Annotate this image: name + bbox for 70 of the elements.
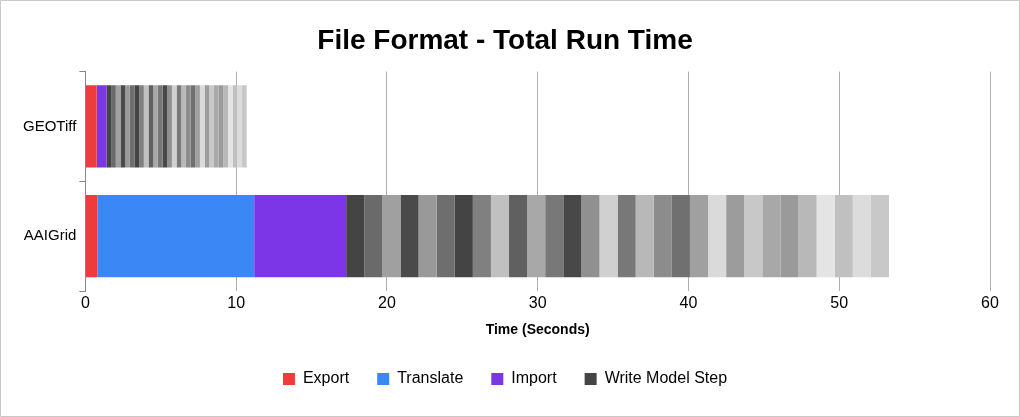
bar bbox=[689, 195, 709, 278]
bar bbox=[167, 85, 172, 168]
bar bbox=[382, 195, 401, 278]
bar bbox=[635, 195, 654, 278]
x-tick-label: 30 bbox=[528, 294, 547, 312]
bar bbox=[436, 195, 455, 278]
bar bbox=[798, 195, 817, 278]
bar bbox=[364, 195, 383, 278]
bar bbox=[85, 85, 97, 168]
bar bbox=[545, 195, 564, 278]
bar bbox=[870, 195, 889, 278]
bar bbox=[563, 195, 582, 278]
bar bbox=[106, 85, 112, 168]
x-tick-label: 20 bbox=[378, 294, 396, 312]
bar bbox=[400, 195, 419, 278]
bar bbox=[153, 85, 158, 168]
bar bbox=[671, 195, 690, 278]
bar bbox=[139, 85, 144, 168]
bar bbox=[125, 85, 130, 168]
bar bbox=[223, 85, 228, 168]
bar bbox=[199, 85, 205, 168]
bar bbox=[97, 195, 255, 278]
legend-label: Import bbox=[511, 369, 558, 387]
bar bbox=[227, 85, 233, 168]
bar bbox=[653, 195, 672, 278]
bar bbox=[242, 85, 247, 168]
bar bbox=[171, 85, 177, 168]
bar bbox=[762, 195, 781, 278]
bar bbox=[490, 195, 510, 278]
x-tick-label: 0 bbox=[80, 294, 90, 312]
bar bbox=[143, 85, 149, 168]
bar bbox=[780, 195, 799, 278]
x-tick-label: 40 bbox=[679, 294, 698, 312]
bar bbox=[418, 195, 437, 278]
bar bbox=[213, 85, 219, 168]
legend-label: Write Model Step bbox=[604, 369, 728, 387]
bar bbox=[834, 195, 853, 278]
legend-label: Export bbox=[302, 369, 350, 387]
y-tick-label: GEOTiff bbox=[23, 116, 78, 134]
x-tick-label: 60 bbox=[981, 294, 999, 312]
bar bbox=[852, 195, 871, 278]
bar bbox=[617, 195, 636, 278]
bar bbox=[111, 85, 116, 168]
bar bbox=[185, 85, 191, 168]
bar bbox=[254, 195, 347, 278]
bar bbox=[237, 85, 242, 168]
bar bbox=[120, 85, 126, 168]
bar bbox=[708, 195, 727, 278]
x-tick-label: 10 bbox=[227, 294, 246, 312]
bar bbox=[744, 195, 763, 278]
bar bbox=[581, 195, 600, 278]
bar bbox=[85, 195, 98, 278]
bar bbox=[134, 85, 140, 168]
bar bbox=[509, 195, 528, 278]
bar bbox=[181, 85, 186, 168]
bar bbox=[96, 85, 107, 168]
bar bbox=[472, 195, 491, 278]
bar bbox=[195, 85, 200, 168]
legend-label: Translate bbox=[397, 369, 464, 387]
bar bbox=[454, 195, 473, 278]
y-tick-label: AAIGrid bbox=[23, 226, 77, 244]
bar bbox=[599, 195, 618, 278]
bar bbox=[816, 195, 835, 278]
bar bbox=[157, 85, 163, 168]
bar bbox=[209, 85, 214, 168]
x-axis-title: Time (Seconds) bbox=[485, 321, 590, 338]
bar bbox=[726, 195, 745, 278]
x-tick-label: 50 bbox=[830, 294, 849, 312]
chart-title: File Format - Total Run Time bbox=[317, 23, 693, 55]
bar bbox=[346, 195, 365, 278]
